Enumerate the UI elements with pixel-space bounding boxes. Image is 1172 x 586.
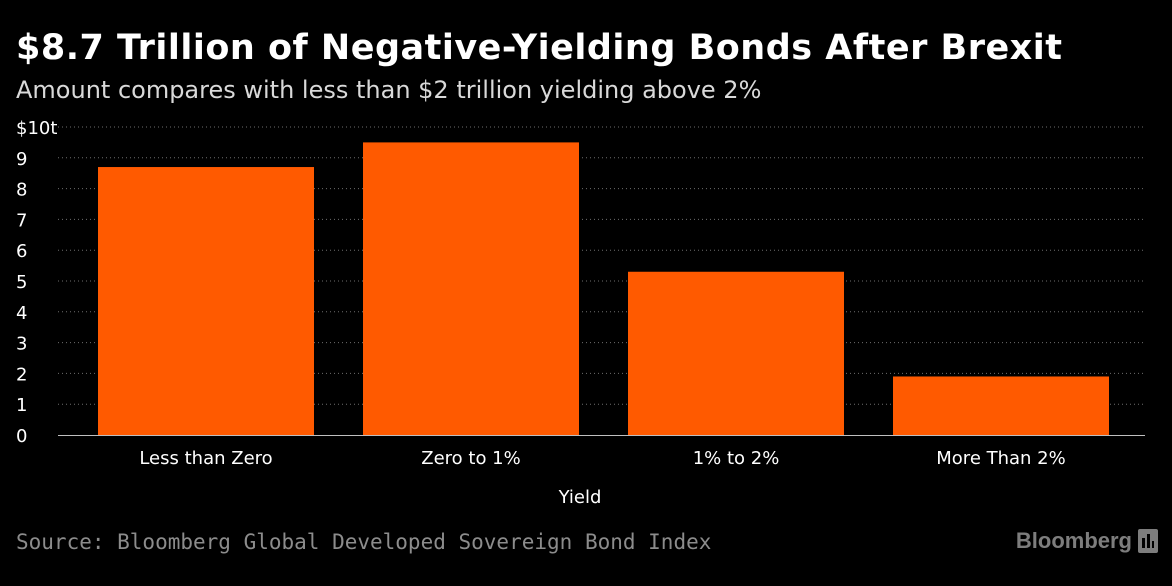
y-axis-ticks: 0 1 2 3 4 5 6 7 8 9 $10t xyxy=(16,118,57,447)
x-tick-label: More Than 2% xyxy=(936,448,1065,469)
source-note: Source: Bloomberg Global Developed Sover… xyxy=(16,530,712,554)
bars xyxy=(98,142,1109,436)
chart-title: $8.7 Trillion of Negative-Yielding Bonds… xyxy=(16,28,1063,68)
bloomberg-terminal-icon xyxy=(1138,529,1158,553)
y-tick-label: 1 xyxy=(16,395,27,416)
y-tick-label: $10t xyxy=(16,118,57,139)
x-tick-label: Zero to 1% xyxy=(421,448,521,469)
chart-subtitle: Amount compares with less than $2 trilli… xyxy=(16,76,762,104)
y-tick-label: 2 xyxy=(16,364,27,385)
y-tick-label: 8 xyxy=(16,180,27,201)
y-tick-label: 3 xyxy=(16,334,27,355)
y-tick-label: 0 xyxy=(16,426,27,447)
x-tick-label: 1% to 2% xyxy=(693,448,780,469)
y-tick-label: 6 xyxy=(16,241,27,262)
x-axis-label: Yield xyxy=(558,487,602,508)
x-tick-label: Less than Zero xyxy=(139,448,272,469)
brand-name: Bloomberg xyxy=(1015,528,1132,553)
x-axis-ticks: Less than Zero Zero to 1% 1% to 2% More Tha… xyxy=(139,448,1065,469)
y-tick-label: 5 xyxy=(16,272,27,293)
bar xyxy=(893,376,1109,435)
bar xyxy=(628,271,844,435)
brand-logo: Bloomberg xyxy=(1016,528,1158,554)
y-tick-label: 9 xyxy=(16,149,27,170)
bar xyxy=(363,142,579,435)
y-tick-label: 7 xyxy=(16,210,27,231)
y-tick-label: 4 xyxy=(16,303,27,324)
bar xyxy=(98,167,314,436)
